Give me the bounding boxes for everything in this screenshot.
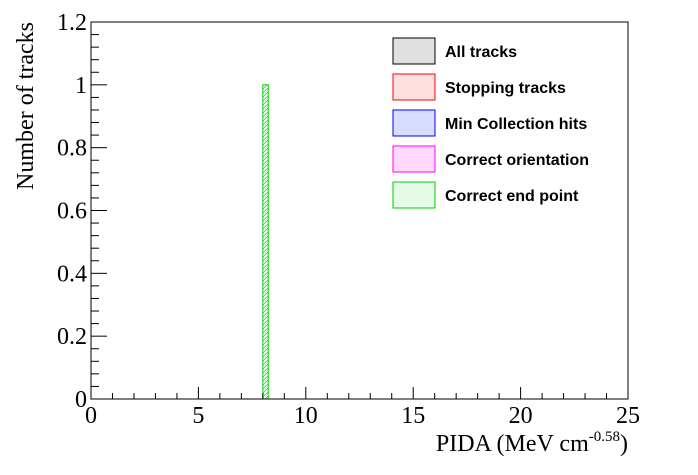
y-axis-label: Number of tracks xyxy=(13,22,39,190)
x-tick-label: 0 xyxy=(85,403,97,429)
y-tick-label: 0.6 xyxy=(57,199,87,225)
y-tick-label: 0 xyxy=(75,387,87,413)
legend-swatch xyxy=(392,145,436,173)
y-tick-label: 1.2 xyxy=(57,10,87,36)
legend-swatch xyxy=(392,109,436,137)
x-axis-label-main: PIDA (MeV cm xyxy=(436,431,589,457)
x-tick-label: 25 xyxy=(616,403,640,429)
x-axis-label: PIDA (MeV cm-0.58) xyxy=(436,429,628,457)
plot-frame xyxy=(90,21,629,400)
x-axis-label-close: ) xyxy=(620,431,628,457)
axis-ticks xyxy=(90,21,629,400)
bar-4-0 xyxy=(262,84,269,400)
legend-swatch xyxy=(392,73,436,101)
x-tick-label: 10 xyxy=(294,403,318,429)
x-tick-label: 15 xyxy=(401,403,425,429)
y-tick-label: 0.8 xyxy=(57,136,87,162)
legend-label: Stopping tracks xyxy=(445,80,566,97)
legend-label: Min Collection hits xyxy=(445,116,587,133)
y-tick-label: 1 xyxy=(75,73,87,99)
histogram-bars xyxy=(262,84,269,400)
x-tick-label: 20 xyxy=(509,403,533,429)
legend-label: All tracks xyxy=(445,44,517,61)
tick-labels: 0 5 10 15 20 25 0 0.2 0.4 0.6 0.8 1 1.2 xyxy=(57,10,640,429)
x-tick-label: 5 xyxy=(192,403,204,429)
x-axis-label-exponent: -0.58 xyxy=(589,429,620,445)
y-tick-label: 0.2 xyxy=(57,324,87,350)
legend: All tracks Stopping tracks Min Collection … xyxy=(392,37,589,209)
legend-swatch xyxy=(392,37,436,65)
legend-label: Correct orientation xyxy=(445,152,589,169)
legend-label: Correct end point xyxy=(445,188,579,205)
legend-swatch xyxy=(392,181,436,209)
y-tick-label: 0.4 xyxy=(57,261,87,287)
